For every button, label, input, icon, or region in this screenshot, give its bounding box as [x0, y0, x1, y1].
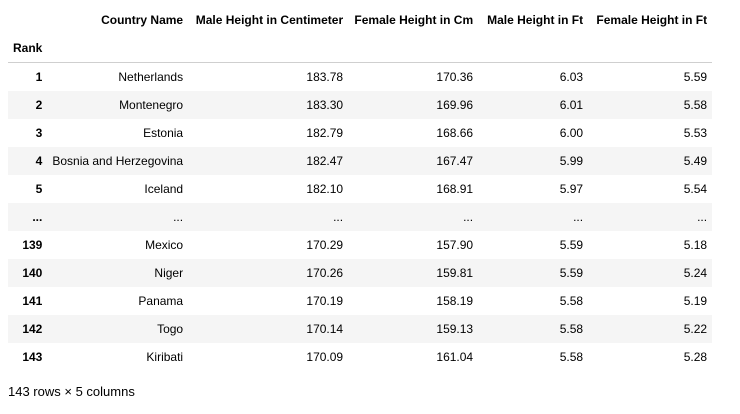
- table-cell: 5.54: [683, 182, 708, 196]
- dataframe-output: Country Name Male Height in Centimeter F…: [8, 6, 713, 372]
- table-cell: 5.22: [683, 322, 708, 336]
- table-cell: 5.97: [559, 182, 584, 196]
- table-cell: 5.19: [683, 294, 708, 308]
- table-cell: 170.36: [436, 70, 474, 84]
- table-row: 3 Estonia 182.79 168.66 6.00 5.53: [8, 119, 712, 147]
- table-cell: Iceland: [144, 182, 184, 196]
- table-cell: 170.29: [306, 238, 344, 252]
- row-index: 143: [22, 350, 43, 364]
- table-row: 141 Panama 170.19 158.19 5.58 5.19: [8, 287, 712, 315]
- table-cell: 5.59: [559, 238, 584, 252]
- table-cell: 182.47: [306, 154, 344, 168]
- table-cell: ...: [333, 210, 344, 224]
- table-cell: 5.99: [559, 154, 584, 168]
- table-cell: 5.58: [559, 350, 584, 364]
- row-index: ...: [32, 210, 43, 224]
- empty-header-cell: [47, 34, 188, 63]
- row-index: 2: [35, 98, 43, 112]
- table-cell: 167.47: [436, 154, 474, 168]
- table-cell: 5.53: [683, 126, 708, 140]
- table-row: 2 Montenegro 183.30 169.96 6.01 5.58: [8, 91, 713, 119]
- empty-header-cell: [348, 34, 478, 63]
- table-cell: ...: [573, 210, 584, 224]
- row-index: 3: [35, 126, 43, 140]
- empty-header-cell: [478, 34, 588, 63]
- row-index: 139: [22, 238, 43, 252]
- table-cell: Montenegro: [119, 98, 184, 112]
- table-cell: Estonia: [143, 126, 184, 140]
- table-cell: 159.13: [436, 322, 474, 336]
- empty-header-cell: [188, 34, 348, 63]
- table-cell: 183.78: [306, 70, 344, 84]
- table-cell: 5.28: [683, 350, 708, 364]
- row-index: 5: [35, 182, 43, 196]
- table-row: 5 Iceland 182.10 168.91 5.97 5.54: [8, 175, 712, 203]
- table-cell: 5.18: [683, 238, 708, 252]
- table-cell: Netherlands: [118, 70, 184, 84]
- index-name-row: Rank: [8, 34, 712, 63]
- table-cell: 161.04: [436, 350, 474, 364]
- row-index: 4: [35, 154, 43, 168]
- table-cell: 5.58: [559, 322, 584, 336]
- table-cell: 183.30: [306, 98, 344, 112]
- table-cell: Niger: [154, 266, 184, 280]
- column-header: Male Height in Centimeter: [195, 13, 344, 27]
- table-header: Country Name Male Height in Centimeter F…: [8, 6, 713, 63]
- table-cell: Togo: [157, 322, 184, 336]
- table-cell: 170.26: [306, 266, 344, 280]
- column-header: Country Name: [101, 13, 184, 27]
- table-cell: 170.19: [306, 294, 344, 308]
- dataframe-shape-text: 143 rows × 5 columns: [8, 384, 135, 399]
- table-cell: 182.79: [306, 126, 344, 140]
- column-header: Female Height in Ft: [596, 13, 708, 27]
- table-cell: ...: [697, 210, 708, 224]
- table-cell: 182.10: [306, 182, 344, 196]
- table-cell: Bosnia and Herzegovina: [52, 154, 184, 168]
- row-index: 141: [22, 294, 43, 308]
- table-row: ..................: [8, 203, 713, 231]
- column-header: Female Height in Cm: [354, 13, 474, 27]
- row-index: 140: [22, 266, 43, 280]
- table-row: 4 Bosnia and Herzegovina 182.47 167.47 5.99 5…: [8, 147, 713, 175]
- table-row: 142 Togo 170.14 159.13 5.58 5.22: [8, 315, 713, 343]
- empty-header-cell: [588, 34, 712, 63]
- table-cell: 6.00: [559, 126, 584, 140]
- column-header: Male Height in Ft: [487, 13, 584, 27]
- table-cell: 170.09: [306, 350, 344, 364]
- table-row: 140 Niger 170.26 159.81 5.59 5.24: [8, 259, 713, 287]
- table-cell: 5.58: [559, 294, 584, 308]
- table-row: 143 Kiribati 170.09 161.04 5.58 5.28: [8, 343, 712, 371]
- table-cell: 168.66: [436, 126, 474, 140]
- table-cell: 5.49: [683, 154, 708, 168]
- dataframe-table: Country Name Male Height in Centimeter F…: [8, 6, 713, 372]
- row-index: 1: [35, 70, 43, 84]
- table-cell: 5.59: [683, 70, 708, 84]
- table-cell: 6.01: [559, 98, 584, 112]
- table-row: 1 Netherlands 183.78 170.36 6.03 5.59: [8, 63, 712, 92]
- index-name-header: Rank: [13, 41, 43, 55]
- row-index: 142: [22, 322, 43, 336]
- table-cell: 157.90: [436, 238, 474, 252]
- table-cell: 169.96: [436, 98, 474, 112]
- table-cell: 168.91: [436, 182, 474, 196]
- table-cell: 170.14: [306, 322, 344, 336]
- table-cell: 6.03: [559, 70, 584, 84]
- table-cell: ...: [463, 210, 474, 224]
- table-cell: 158.19: [436, 294, 474, 308]
- table-cell: Mexico: [145, 238, 184, 252]
- table-cell: 159.81: [436, 266, 474, 280]
- table-cell: Kiribati: [146, 350, 184, 364]
- table-cell: ...: [173, 210, 184, 224]
- table-row: 139 Mexico 170.29 157.90 5.59 5.18: [8, 231, 712, 259]
- table-body: 1 Netherlands 183.78 170.36 6.03 5.59 2 Montene…: [8, 63, 713, 372]
- table-cell: 5.24: [683, 266, 708, 280]
- table-cell: Panama: [138, 294, 184, 308]
- table-cell: 5.59: [559, 266, 584, 280]
- table-cell: 5.58: [683, 98, 708, 112]
- index-corner: [8, 6, 47, 34]
- column-header-row: Country Name Male Height in Centimeter F…: [8, 6, 712, 34]
